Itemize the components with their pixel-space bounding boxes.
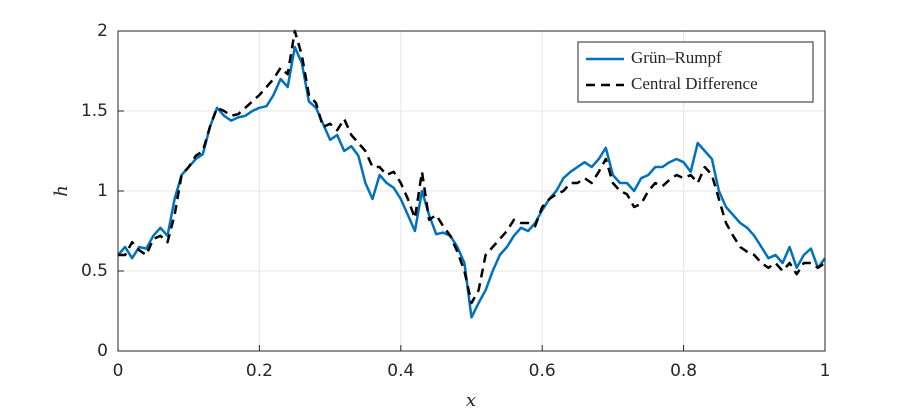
- x-tick-label: 1: [820, 361, 831, 381]
- data-line: [117, 45, 827, 319]
- y-tick-label: 1: [97, 181, 108, 201]
- legend-label: Grün–Rumpf: [631, 48, 722, 67]
- data-line: [118, 29, 826, 305]
- x-tick-label: 0.6: [529, 361, 556, 381]
- axes-box: [117, 30, 826, 352]
- y-tick-label: 0.5: [81, 261, 108, 281]
- y-tick-label: 2: [97, 21, 108, 41]
- y-axis-label: h: [51, 185, 72, 197]
- x-tick-label: 0.4: [387, 361, 414, 381]
- y-tick-label: 1.5: [81, 101, 108, 121]
- x-axis-label: x: [466, 390, 476, 411]
- legend-box: [577, 41, 814, 103]
- y-tick-label: 0: [97, 341, 108, 361]
- x-tick-label: 0.8: [670, 361, 697, 381]
- x-tick-label: 0.2: [246, 361, 273, 381]
- legend-label: Central Difference: [631, 74, 758, 93]
- x-tick-label: 0: [113, 361, 124, 381]
